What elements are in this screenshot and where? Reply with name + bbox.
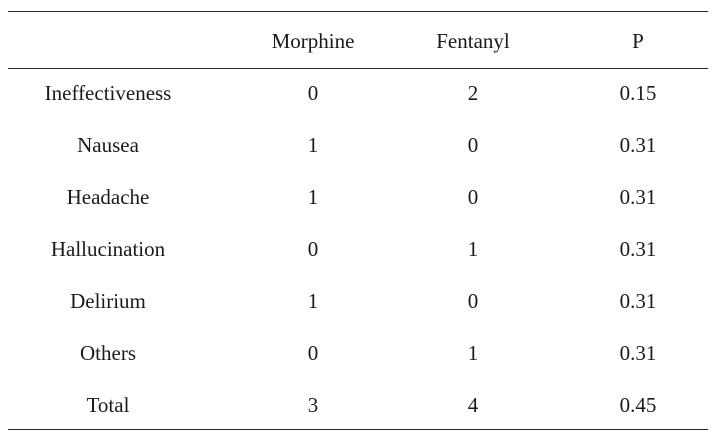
fentanyl-value: 0 — [467, 288, 479, 313]
morphine-value: 0 — [307, 80, 319, 105]
morphine-value: 1 — [307, 132, 319, 157]
table-row: Nausea 1 0 0.31 — [8, 119, 708, 171]
row-label: Nausea — [77, 132, 139, 157]
fentanyl-value: 0 — [467, 184, 479, 209]
morphine-value: 0 — [307, 236, 319, 261]
bottom-rule — [8, 429, 708, 430]
p-value: 0.15 — [619, 80, 657, 105]
p-value: 0.31 — [619, 340, 657, 365]
fentanyl-value: 1 — [467, 340, 479, 365]
fentanyl-value: 1 — [467, 236, 479, 261]
header-cell-label — [8, 15, 208, 67]
fentanyl-value: 4 — [467, 392, 479, 417]
header-cell-morphine: Morphine — [271, 28, 355, 53]
fentanyl-value: 2 — [467, 80, 479, 105]
p-value: 0.31 — [619, 132, 657, 157]
table-row: Delirium 1 0 0.31 — [8, 275, 708, 327]
table-row: Total 3 4 0.45 — [8, 379, 708, 431]
row-label: Others — [80, 340, 136, 365]
morphine-value: 1 — [307, 288, 319, 313]
table-row: Headache 1 0 0.31 — [8, 171, 708, 223]
header-row: Morphine Fentanyl P — [8, 15, 708, 67]
row-label: Headache — [66, 184, 150, 209]
data-table: Morphine Fentanyl P Ineffectiveness 0 2 … — [8, 11, 708, 430]
fentanyl-value: 0 — [467, 132, 479, 157]
table-row: Ineffectiveness 0 2 0.15 — [8, 67, 708, 119]
p-value: 0.31 — [619, 184, 657, 209]
morphine-value: 1 — [307, 184, 319, 209]
row-label: Ineffectiveness — [44, 80, 172, 105]
header-cell-p: P — [632, 28, 644, 53]
table-row: Hallucination 0 1 0.31 — [8, 223, 708, 275]
row-label: Delirium — [70, 288, 146, 313]
row-label: Hallucination — [50, 236, 166, 261]
header-cell-fentanyl: Fentanyl — [436, 28, 510, 53]
morphine-value: 0 — [307, 340, 319, 365]
morphine-value: 3 — [307, 392, 319, 417]
header-rule — [8, 68, 708, 69]
table-row: Others 0 1 0.31 — [8, 327, 708, 379]
top-rule — [8, 11, 708, 12]
p-value: 0.31 — [619, 236, 657, 261]
row-label: Total — [86, 392, 130, 417]
p-value: 0.45 — [619, 392, 657, 417]
p-value: 0.31 — [619, 288, 657, 313]
